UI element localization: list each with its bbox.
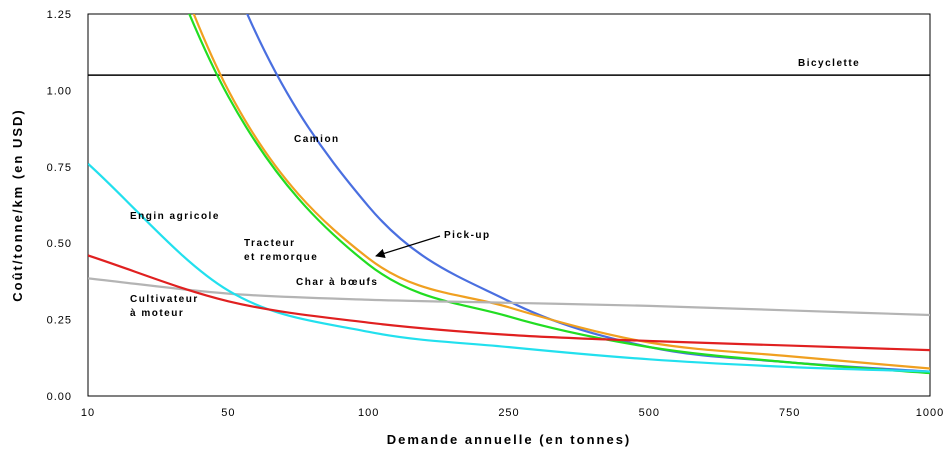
series-label-bicyclette: Bicyclette	[798, 58, 860, 69]
y-tick-label: 0.75	[47, 162, 72, 174]
y-tick-label: 0.50	[47, 238, 72, 250]
x-tick-label: 100	[358, 407, 379, 419]
x-tick-label: 50	[221, 407, 235, 419]
x-tick-label: 750	[779, 407, 800, 419]
series-label-engin-agricole: Engin agricole	[130, 211, 220, 222]
series-line-char-a-boeufs	[88, 277, 930, 317]
x-tick-label: 1000	[916, 407, 944, 419]
y-axis-title: Coût/tonne/km (en USD)	[10, 108, 25, 302]
y-tick-label: 1.00	[47, 85, 72, 97]
x-tick-label: 500	[639, 407, 660, 419]
x-tick-label: 250	[498, 407, 519, 419]
series-line-pick-up	[192, 14, 930, 370]
series-label-pick-up: Pick-up	[444, 230, 491, 241]
series-line-cultivateur-a-moteur	[88, 254, 930, 352]
series-label-tracteur-et-remorque: Tracteur et remorque	[244, 238, 318, 263]
x-tick-label: 10	[81, 407, 95, 419]
series-label-cultivateur-a-moteur: Cultivateur à moteur	[130, 294, 199, 319]
series-line-tracteur-et-remorque	[188, 14, 930, 375]
y-tick-label: 1.25	[47, 9, 72, 21]
x-axis-title: Demande annuelle (en tonnes)	[387, 432, 632, 447]
y-tick-label: 0.25	[47, 315, 72, 327]
series-label-camion: Camion	[294, 134, 340, 145]
series-label-char-a-boeufs: Char à bœufs	[296, 277, 378, 288]
y-tick-label: 0.00	[47, 391, 72, 403]
series-line-engin-agricole	[88, 162, 930, 373]
plot-area	[87, 13, 931, 397]
pick-up-pointer-arrow	[375, 235, 441, 259]
